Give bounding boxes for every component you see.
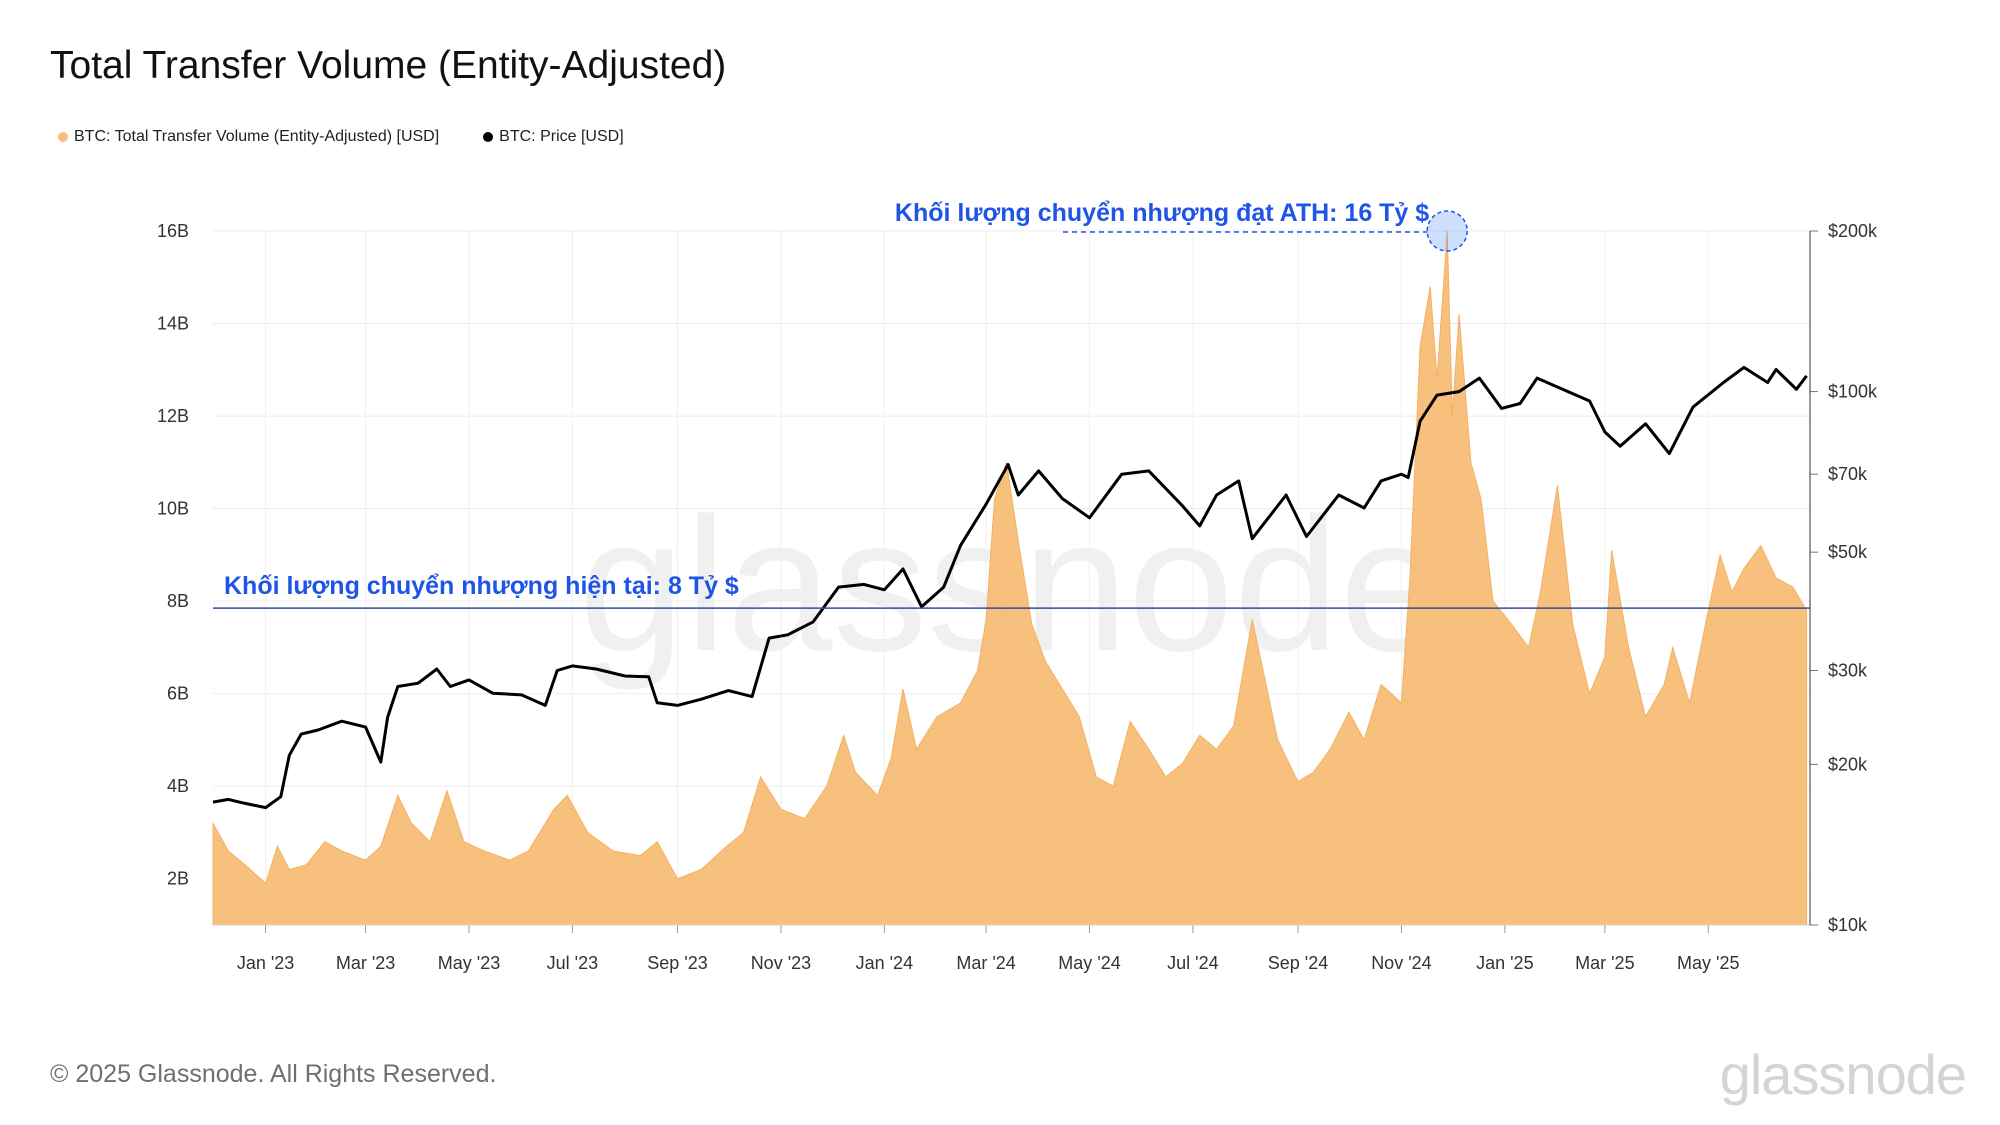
legend-label-volume: BTC: Total Transfer Volume (Entity-Adjus… bbox=[74, 128, 440, 145]
x-tick-label: May '25 bbox=[1677, 953, 1739, 973]
y-left-tick-label: 10B bbox=[157, 499, 189, 519]
y-left-tick-label: 12B bbox=[157, 406, 189, 426]
annotation-layer: Khối lượng chuyển nhượng đạt ATH: 16 Tỷ … bbox=[213, 199, 1810, 609]
y-left-tick-label: 14B bbox=[157, 314, 189, 334]
y-left-tick-label: 8B bbox=[167, 591, 189, 611]
x-tick-label: Jan '24 bbox=[856, 953, 913, 973]
y-right-tick-label: $100k bbox=[1828, 382, 1878, 402]
copyright-text: © 2025 Glassnode. All Rights Reserved. bbox=[50, 1060, 497, 1088]
page-title: Total Transfer Volume (Entity-Adjusted) bbox=[50, 44, 727, 87]
ath-marker bbox=[1426, 210, 1468, 252]
x-tick-label: Jul '23 bbox=[547, 953, 598, 973]
x-tick-label: Mar '23 bbox=[336, 953, 395, 973]
x-tick-label: Jul '24 bbox=[1167, 953, 1218, 973]
price-line-series bbox=[212, 365, 1808, 810]
x-tick-label: Sep '24 bbox=[1268, 953, 1329, 973]
x-tick-label: May '23 bbox=[438, 953, 500, 973]
volume-area-series bbox=[212, 230, 1808, 926]
y-left-tick-label: 16B bbox=[157, 221, 189, 241]
y-right-tick-label: $20k bbox=[1828, 754, 1868, 774]
volume-area-layer bbox=[212, 230, 1808, 926]
x-tick-label: Mar '24 bbox=[956, 953, 1015, 973]
legend-label-price: BTC: Price [USD] bbox=[499, 128, 624, 145]
y-left-tick-label: 6B bbox=[167, 684, 189, 704]
y-right-tick-label: $30k bbox=[1828, 660, 1868, 680]
legend-item-price[interactable]: BTC: Price [USD] bbox=[483, 128, 624, 146]
x-tick-label: Mar '25 bbox=[1575, 953, 1634, 973]
axes: 2B 4B 6B 8B 10B 12B 14B 16B Jan '23 Mar '23 May '2… bbox=[157, 221, 1878, 973]
legend-item-volume[interactable]: BTC: Total Transfer Volume (Entity-Adjus… bbox=[58, 128, 439, 146]
y-right-tick-label: $50k bbox=[1828, 542, 1868, 562]
legend-swatch-price bbox=[483, 132, 494, 142]
brand-logo: glassnode bbox=[1719, 1043, 1967, 1106]
y-left-tick-label: 4B bbox=[167, 776, 189, 796]
x-tick-label: Sep '23 bbox=[647, 953, 708, 973]
x-tick-label: May '24 bbox=[1058, 953, 1120, 973]
x-tick-label: Nov '24 bbox=[1371, 953, 1431, 973]
legend-swatch-volume bbox=[58, 132, 68, 142]
ath-annotation-label: Khối lượng chuyển nhượng đạt ATH: 16 Tỷ … bbox=[895, 199, 1429, 227]
y-right-tick-label: $70k bbox=[1828, 464, 1868, 484]
y-left-tick-label: 2B bbox=[167, 869, 189, 889]
x-tick-label: Jan '25 bbox=[1476, 953, 1533, 973]
x-tick-label: Nov '23 bbox=[751, 953, 811, 973]
price-line-layer bbox=[212, 365, 1808, 810]
x-tick-label: Jan '23 bbox=[237, 953, 294, 973]
y-right-tick-label: $10k bbox=[1828, 915, 1868, 935]
y-right-tick-label: $200k bbox=[1828, 221, 1878, 241]
chart-legend: BTC: Total Transfer Volume (Entity-Adjus… bbox=[58, 128, 624, 146]
current-level-label: Khối lượng chuyển nhượng hiện tại: 8 Tỷ … bbox=[224, 572, 739, 600]
